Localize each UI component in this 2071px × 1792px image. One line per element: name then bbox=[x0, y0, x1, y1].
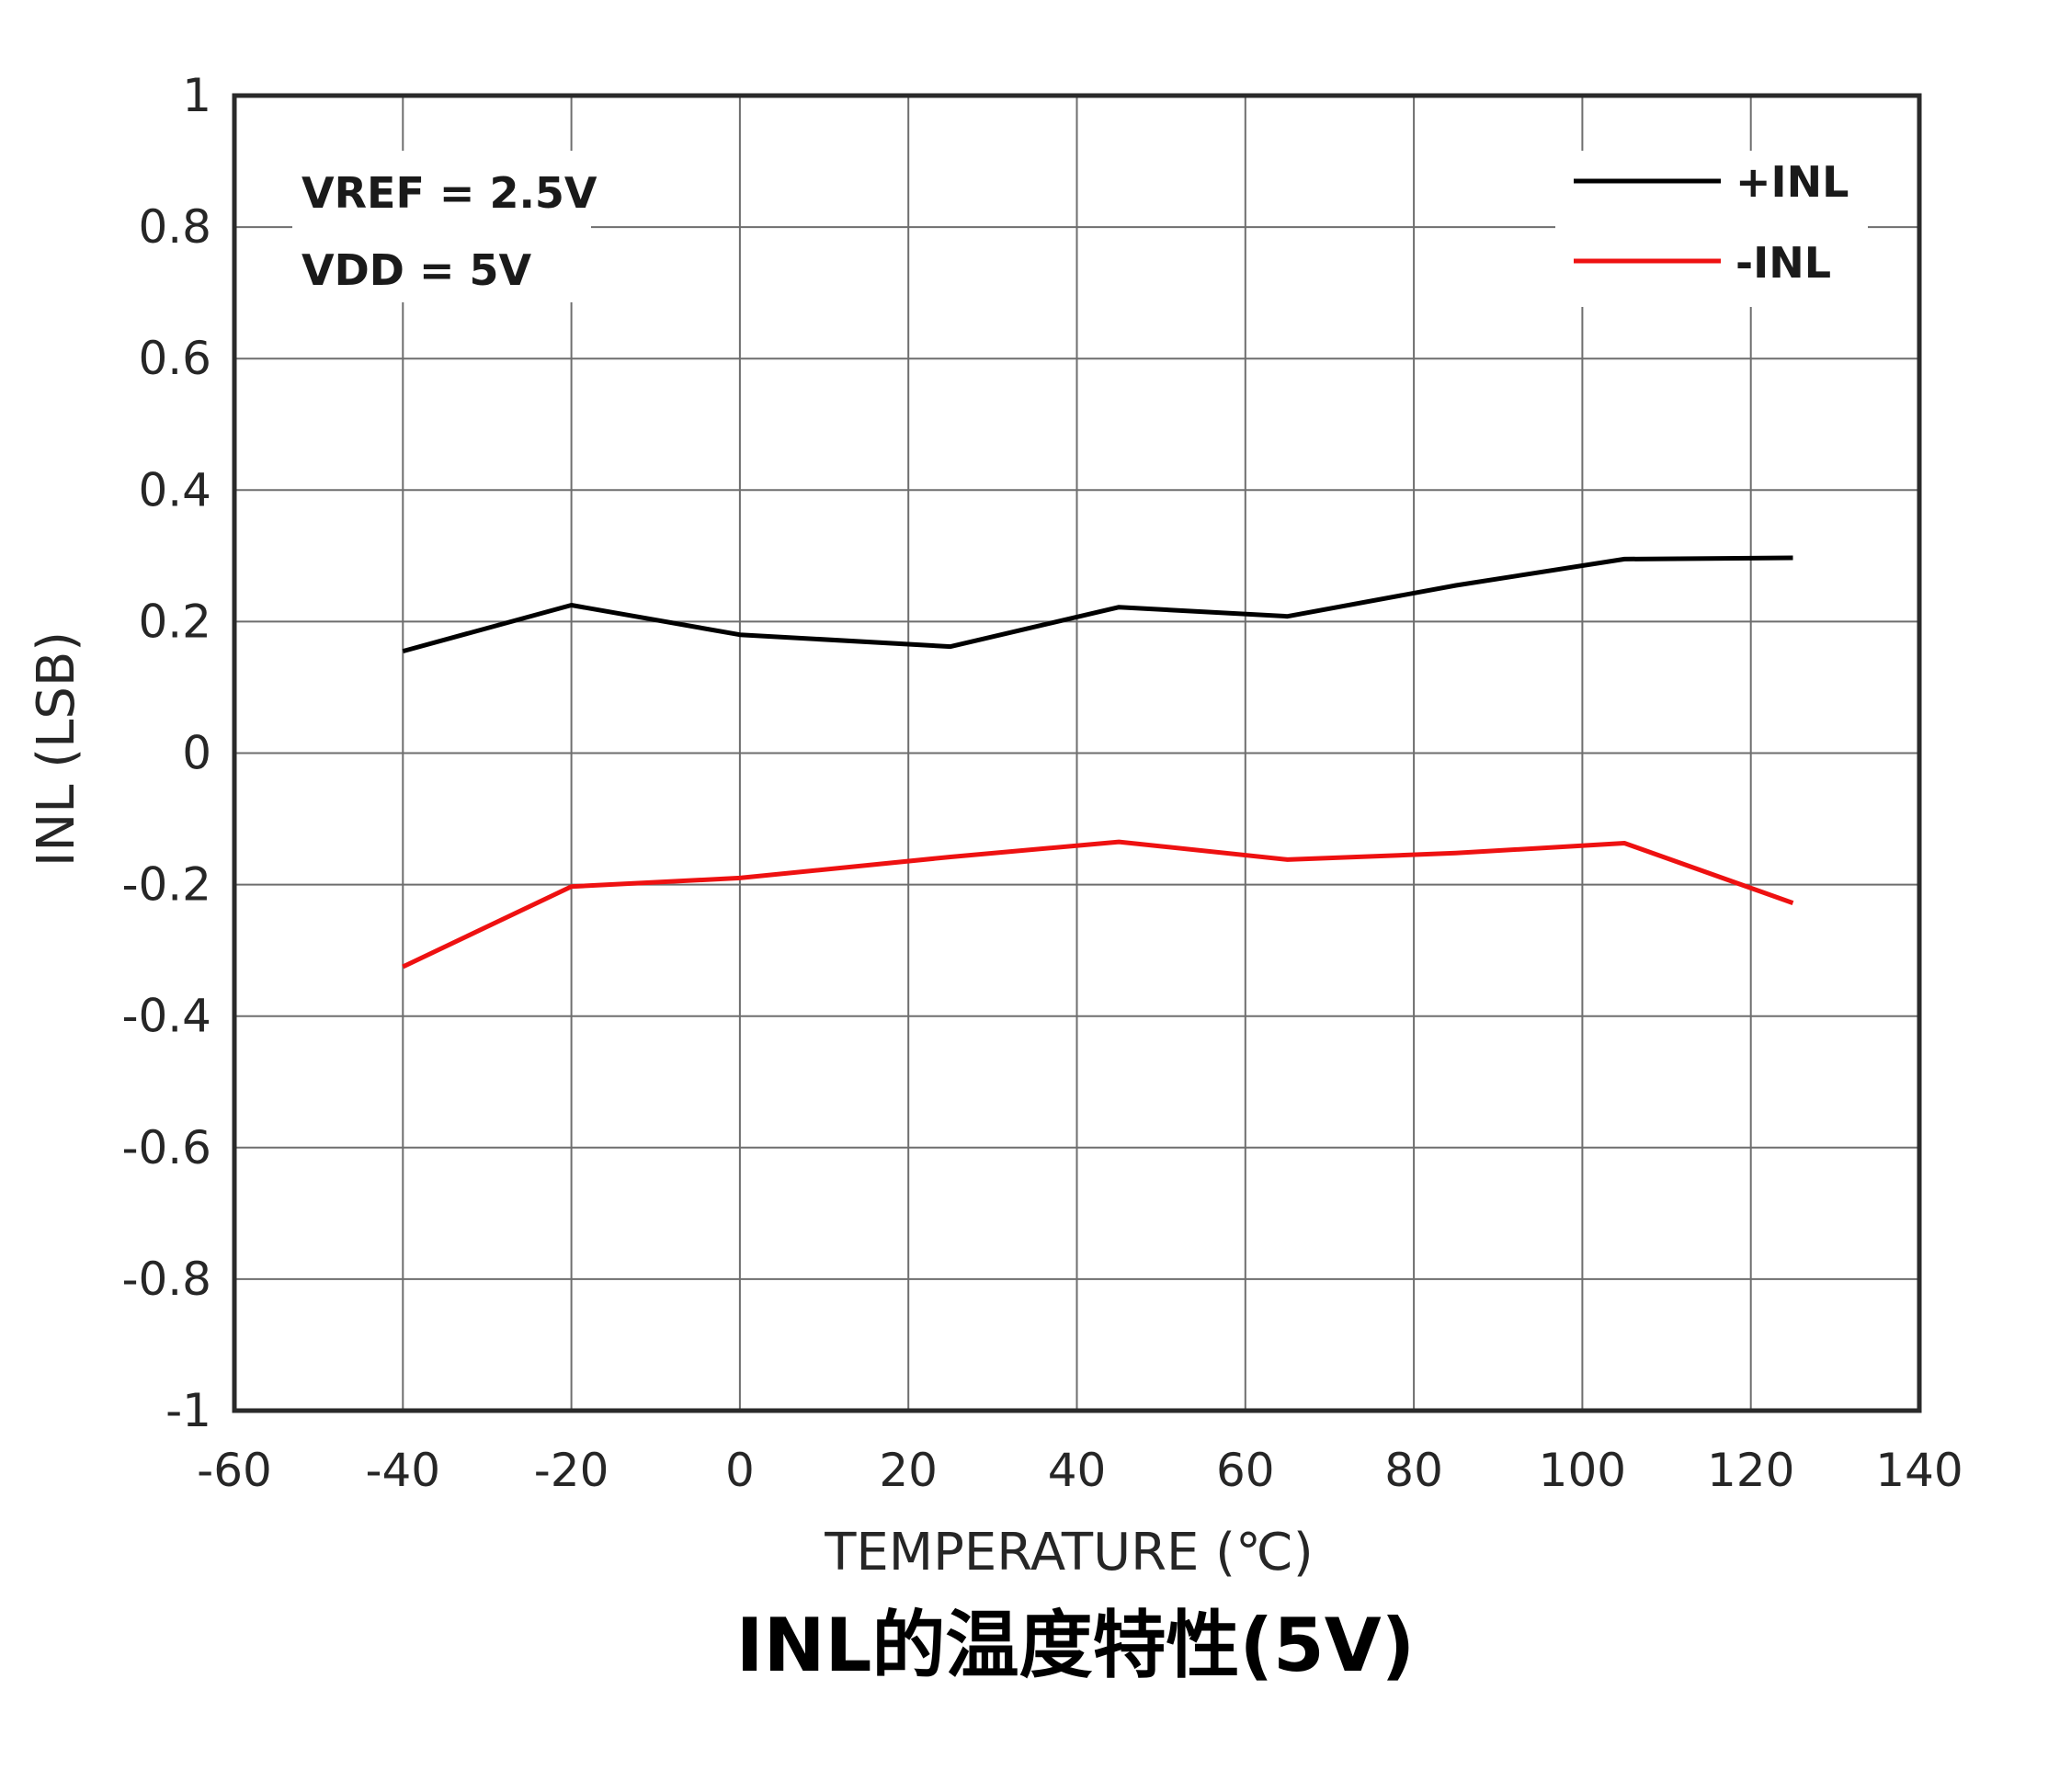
y-tick-label: 1 bbox=[182, 69, 211, 122]
x-tick-label: 100 bbox=[1539, 1444, 1626, 1497]
y-tick-label: -0.6 bbox=[121, 1121, 211, 1174]
grid bbox=[234, 96, 1919, 1411]
y-tick-label: -0.4 bbox=[121, 990, 211, 1043]
y-tick-label: -0.2 bbox=[121, 858, 211, 912]
legend: +INL -INL bbox=[1555, 151, 1868, 307]
x-tick-label: 20 bbox=[879, 1444, 938, 1497]
legend-label-plus-inl: +INL bbox=[1735, 157, 1849, 207]
y-tick-label: 0.8 bbox=[138, 200, 211, 254]
series-lines bbox=[402, 555, 1794, 970]
y-tick-labels: 1 0.8 0.6 0.4 0.2 0 -0.2 -0.4 -0.6 -0.8 -1 bbox=[121, 69, 211, 1437]
x-tick-label: -20 bbox=[534, 1444, 609, 1497]
x-axis-title: TEMPERATURE (℃) bbox=[824, 1523, 1314, 1582]
x-tick-label: 80 bbox=[1384, 1444, 1443, 1497]
legend-label-minus-inl: -INL bbox=[1735, 238, 1831, 288]
chart-caption: INL的温度特性(5V) bbox=[736, 1603, 1415, 1688]
x-tick-label: -60 bbox=[197, 1444, 272, 1497]
y-tick-label: 0 bbox=[182, 727, 211, 780]
x-tick-labels: -60 -40 -20 0 20 40 60 80 100 120 140 bbox=[197, 1444, 1963, 1497]
x-tick-label: -40 bbox=[365, 1444, 440, 1497]
y-tick-label: 0.4 bbox=[138, 463, 211, 516]
series-line-minus-inl bbox=[402, 839, 1794, 970]
y-axis-title: INL (LSB) bbox=[27, 631, 86, 867]
y-tick-label: -1 bbox=[165, 1384, 211, 1437]
x-tick-label: 120 bbox=[1707, 1444, 1794, 1497]
x-tick-label: 140 bbox=[1875, 1444, 1963, 1497]
x-tick-label: 40 bbox=[1048, 1444, 1107, 1497]
y-tick-label: -0.8 bbox=[121, 1253, 211, 1306]
annotation-vref: VREF = 2.5V bbox=[302, 168, 597, 218]
plot-frame bbox=[232, 93, 1922, 1413]
x-tick-label: 60 bbox=[1216, 1444, 1275, 1497]
annotation-box: VREF = 2.5V VDD = 5V bbox=[292, 151, 597, 302]
annotation-vdd: VDD = 5V bbox=[302, 245, 532, 295]
y-tick-label: 0.2 bbox=[138, 595, 211, 648]
y-tick-label: 0.6 bbox=[138, 332, 211, 385]
series-line-plus-inl bbox=[402, 555, 1793, 654]
x-tick-label: 0 bbox=[725, 1444, 755, 1497]
